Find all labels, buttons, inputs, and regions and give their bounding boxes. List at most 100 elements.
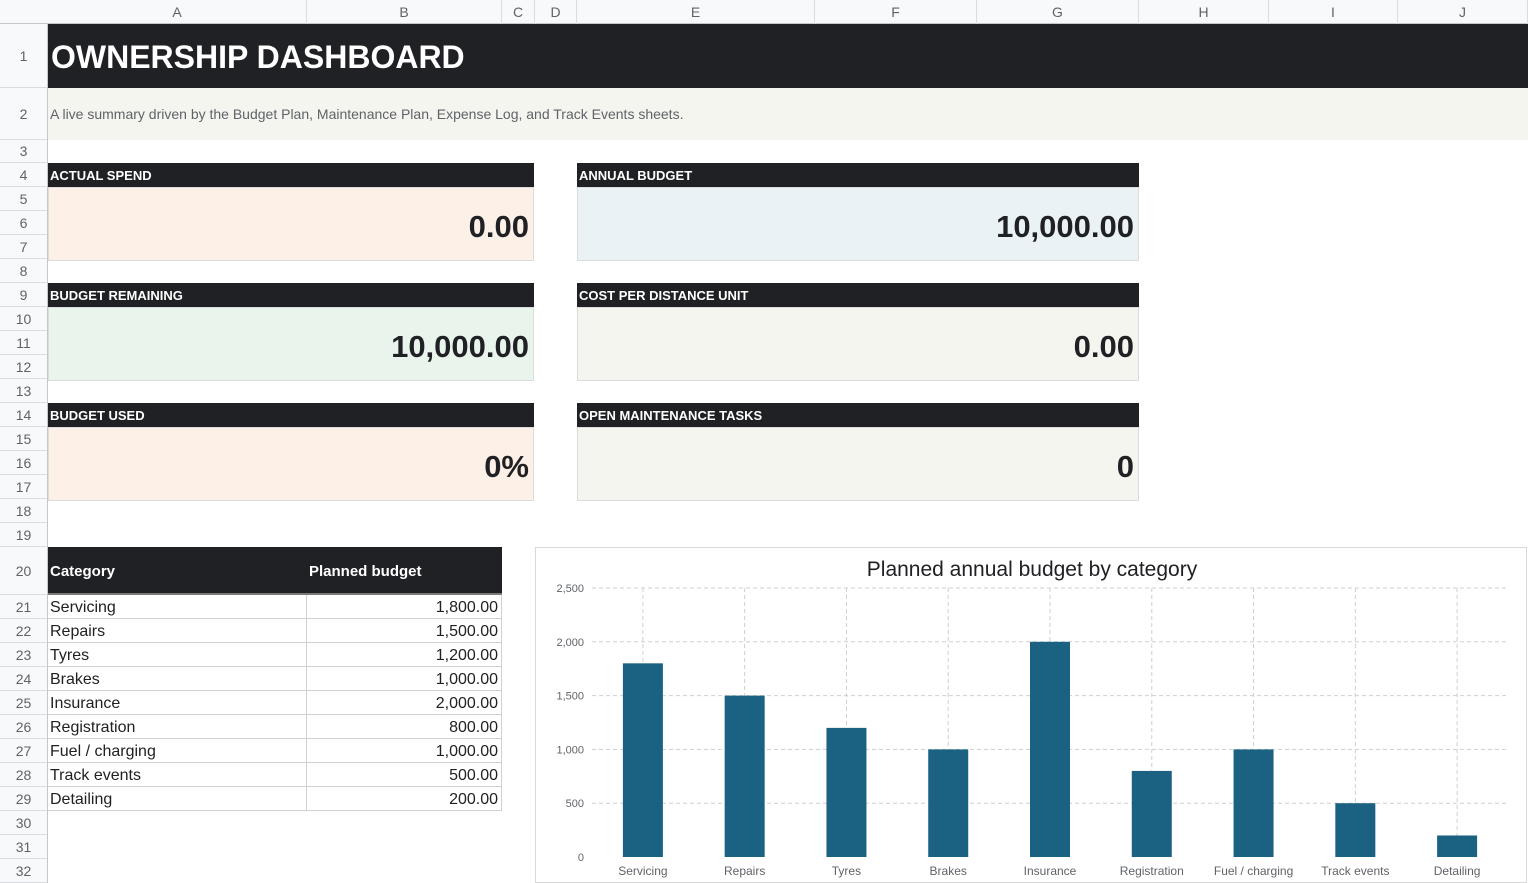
- row-header[interactable]: 26: [0, 715, 47, 739]
- y-tick-label: 2,500: [556, 583, 584, 595]
- planned-cell[interactable]: 1,800.00: [307, 595, 502, 619]
- row-header[interactable]: 18: [0, 499, 47, 523]
- category-cell[interactable]: Insurance: [48, 691, 307, 715]
- x-tick-label: Insurance: [1024, 864, 1077, 878]
- row-header[interactable]: 2: [0, 88, 47, 140]
- row-header[interactable]: 14: [0, 403, 47, 427]
- table-row: Detailing 200.00: [48, 787, 502, 811]
- row-header[interactable]: 31: [0, 835, 47, 859]
- row-header[interactable]: 25: [0, 691, 47, 715]
- row-header[interactable]: 10: [0, 307, 47, 331]
- row-header[interactable]: 6: [0, 211, 47, 235]
- category-cell[interactable]: Servicing: [48, 595, 307, 619]
- bar-tyres[interactable]: [826, 727, 867, 857]
- table-header: Category Planned budget: [48, 547, 502, 595]
- chart-title: Planned annual budget by category: [867, 558, 1198, 581]
- row-header[interactable]: 15: [0, 427, 47, 451]
- bar-brakes[interactable]: [928, 749, 969, 857]
- category-cell[interactable]: Fuel / charging: [48, 739, 307, 763]
- row-header[interactable]: 32: [0, 859, 47, 883]
- kpi-card-annual-budget[interactable]: ANNUAL BUDGET 10,000.00: [577, 163, 1139, 261]
- column-header-f[interactable]: F: [815, 0, 977, 24]
- x-tick-label: Track events: [1321, 864, 1389, 878]
- x-tick-label: Detailing: [1434, 864, 1481, 878]
- planned-cell[interactable]: 500.00: [307, 763, 502, 787]
- title-banner[interactable]: [48, 24, 1528, 88]
- column-header-h[interactable]: H: [1139, 0, 1269, 24]
- row-header[interactable]: 13: [0, 379, 47, 403]
- row-header[interactable]: 28: [0, 763, 47, 787]
- bar-fuel-charging[interactable]: [1233, 749, 1274, 857]
- planned-cell[interactable]: 1,000.00: [307, 739, 502, 763]
- row-header[interactable]: 19: [0, 523, 47, 547]
- kpi-label: ACTUAL SPEND: [48, 163, 534, 187]
- category-cell[interactable]: Track events: [48, 763, 307, 787]
- row-header[interactable]: 20: [0, 547, 47, 595]
- bar-servicing[interactable]: [622, 663, 663, 857]
- table-row: Brakes 1,000.00: [48, 667, 502, 691]
- header-planned-budget[interactable]: Planned budget: [309, 563, 422, 580]
- column-header-b[interactable]: B: [307, 0, 502, 24]
- table-row: Servicing 1,800.00: [48, 595, 502, 619]
- row-header[interactable]: 21: [0, 595, 47, 619]
- planned-cell[interactable]: 1,000.00: [307, 667, 502, 691]
- column-header-a[interactable]: A: [48, 0, 307, 24]
- category-cell[interactable]: Detailing: [48, 787, 307, 811]
- column-header-d[interactable]: D: [535, 0, 577, 24]
- column-header-g[interactable]: G: [977, 0, 1139, 24]
- column-header-i[interactable]: I: [1269, 0, 1398, 24]
- kpi-value: 10,000.00: [577, 187, 1139, 261]
- table-row: Registration 800.00: [48, 715, 502, 739]
- row-header[interactable]: 17: [0, 475, 47, 499]
- bar-registration[interactable]: [1131, 770, 1172, 857]
- row-header[interactable]: 9: [0, 283, 47, 307]
- column-header-e[interactable]: E: [577, 0, 815, 24]
- subtitle-banner[interactable]: [48, 88, 1528, 140]
- row-header[interactable]: 30: [0, 811, 47, 835]
- row-header[interactable]: 11: [0, 331, 47, 355]
- planned-cell[interactable]: 200.00: [307, 787, 502, 811]
- row-header[interactable]: 5: [0, 187, 47, 211]
- budget-chart[interactable]: Planned annual budget by category 0 500 1,…: [535, 547, 1527, 883]
- planned-cell[interactable]: 1,500.00: [307, 619, 502, 643]
- column-header-j[interactable]: J: [1398, 0, 1528, 24]
- row-header[interactable]: 23: [0, 643, 47, 667]
- row-header[interactable]: 27: [0, 739, 47, 763]
- bar-insurance[interactable]: [1030, 641, 1070, 857]
- kpi-card-budget-used[interactable]: BUDGET USED 0%: [48, 403, 534, 501]
- bar-detailing[interactable]: [1437, 835, 1478, 857]
- kpi-card-cost-per-distance[interactable]: COST PER DISTANCE UNIT 0.00: [577, 283, 1139, 381]
- category-cell[interactable]: Brakes: [48, 667, 307, 691]
- row-header[interactable]: 1: [0, 24, 47, 88]
- row-header[interactable]: 16: [0, 451, 47, 475]
- table-row: Track events 500.00: [48, 763, 502, 787]
- kpi-value: 0%: [48, 427, 534, 501]
- category-cell[interactable]: Repairs: [48, 619, 307, 643]
- row-header[interactable]: 12: [0, 355, 47, 379]
- kpi-value: 0: [577, 427, 1139, 501]
- row-headers: 1 2 3 4 5 6 7 8 9 10 11 12 13 14 15 16 1…: [0, 24, 48, 883]
- row-header[interactable]: 8: [0, 259, 47, 283]
- kpi-label: ANNUAL BUDGET: [577, 163, 1139, 187]
- planned-cell[interactable]: 800.00: [307, 715, 502, 739]
- row-header[interactable]: 4: [0, 163, 47, 187]
- planned-cell[interactable]: 2,000.00: [307, 691, 502, 715]
- category-cell[interactable]: Tyres: [48, 643, 307, 667]
- bar-track-events[interactable]: [1335, 803, 1376, 857]
- kpi-card-open-tasks[interactable]: OPEN MAINTENANCE TASKS 0: [577, 403, 1139, 501]
- row-header[interactable]: 22: [0, 619, 47, 643]
- bar-repairs[interactable]: [724, 695, 765, 857]
- row-header[interactable]: 29: [0, 787, 47, 811]
- kpi-label: BUDGET REMAINING: [48, 283, 534, 307]
- table-row: Fuel / charging 1,000.00: [48, 739, 502, 763]
- kpi-card-budget-remaining[interactable]: BUDGET REMAINING 10,000.00: [48, 283, 534, 381]
- x-tick-label: Tyres: [832, 864, 861, 878]
- kpi-card-actual-spend[interactable]: ACTUAL SPEND 0.00: [48, 163, 534, 261]
- header-category[interactable]: Category: [50, 563, 116, 580]
- row-header[interactable]: 3: [0, 140, 47, 163]
- planned-cell[interactable]: 1,200.00: [307, 643, 502, 667]
- column-header-c[interactable]: C: [502, 0, 535, 24]
- category-cell[interactable]: Registration: [48, 715, 307, 739]
- row-header[interactable]: 24: [0, 667, 47, 691]
- row-header[interactable]: 7: [0, 235, 47, 259]
